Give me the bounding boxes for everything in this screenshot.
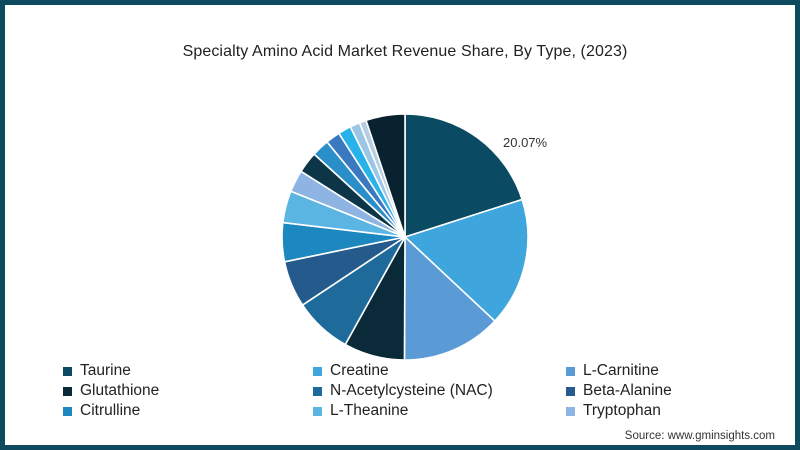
legend-item-tryptophan: Tryptophan [566, 401, 766, 421]
pie-chart [281, 113, 529, 361]
legend-item-beta-alanine: Beta-Alanine [566, 381, 766, 401]
legend-label: Glutathione [80, 382, 160, 399]
legend-label: L-Carnitine [583, 362, 659, 379]
legend-label: N-Acetylcysteine (NAC) [330, 382, 493, 399]
legend-swatch-icon [566, 366, 575, 376]
legend-swatch-icon [63, 366, 72, 376]
legend-label: Beta-Alanine [583, 382, 672, 399]
legend-swatch-icon [313, 386, 322, 396]
legend-item-taurine: Taurine [63, 361, 313, 381]
legend-item-n-acetylcysteine-nac: N-Acetylcysteine (NAC) [313, 381, 566, 401]
legend-label: Taurine [80, 362, 131, 379]
legend-swatch-icon [63, 386, 72, 396]
legend-swatch-icon [313, 406, 322, 416]
legend-label: Tryptophan [583, 402, 661, 419]
legend-swatch-icon [566, 406, 575, 416]
legend-item-glutathione: Glutathione [63, 381, 313, 401]
pie-svg [281, 113, 529, 361]
legend-label: Creatine [330, 362, 389, 379]
pie-slice-taurine [404, 113, 523, 238]
legend-swatch-icon [313, 366, 322, 376]
pie-slice-other-7 [365, 113, 406, 238]
taurine-data-label: 20.07% [503, 135, 548, 150]
legend-item-l-carnitine: L-Carnitine [566, 361, 766, 381]
chart-legend: Taurine Creatine L-Carnitine Glutathione N-A… [63, 361, 783, 421]
pie-slice-l-carnitine [403, 236, 496, 361]
legend-item-creatine: Creatine [313, 361, 566, 381]
pie-slice-creatine [404, 198, 529, 322]
source-text: Source: www.gminsights.com [624, 430, 775, 442]
chart-title: Specialty Amino Acid Market Revenue Shar… [182, 43, 628, 60]
legend-label: Citrulline [80, 402, 141, 419]
legend-swatch-icon [566, 386, 575, 396]
legend-swatch-icon [63, 406, 72, 416]
legend-item-l-theanine: L-Theanine [313, 401, 566, 421]
legend-item-citrulline: Citrulline [63, 401, 313, 421]
legend-label: L-Theanine [330, 402, 409, 419]
